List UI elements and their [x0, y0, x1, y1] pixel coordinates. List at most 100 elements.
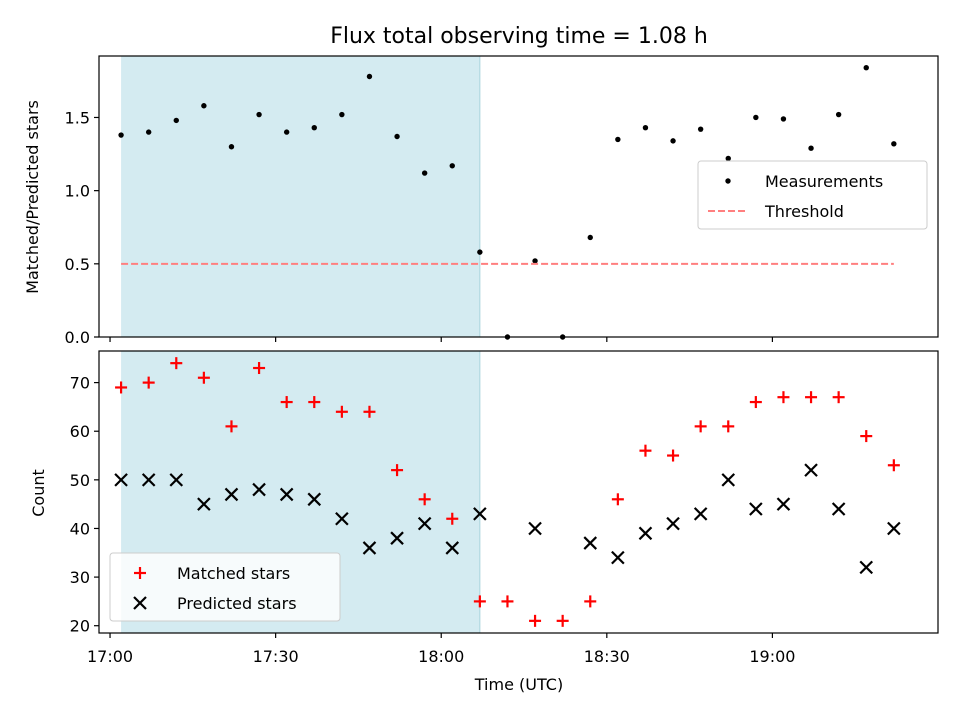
predicted-stars-point: [693, 507, 708, 521]
top-y-tick-label: 0.0: [65, 328, 90, 347]
chart-title: Flux total observing time = 1.08 h: [330, 24, 708, 49]
measurement-point: [421, 170, 428, 176]
bottom-panel-counts: 20 30 40 50 60 70 17:00 17:30 18:00 18:30 19:00 Co…: [29, 350, 939, 694]
x-tick-label: 17:00: [87, 647, 133, 666]
matched-stars-point: [722, 420, 735, 433]
legend-marker-measurements: [725, 178, 731, 184]
matched-stars-point: [197, 371, 210, 384]
measurement-point: [256, 111, 262, 118]
matched-stars-point: [777, 391, 790, 404]
measurement-point: [587, 234, 593, 241]
matched-stars-point: [253, 362, 266, 375]
matched-stars-point: [446, 512, 459, 525]
x-tick-label: 18:00: [418, 647, 464, 666]
matched-stars-point: [501, 595, 514, 608]
matched-stars-point: [142, 376, 155, 389]
x-tick-label: 19:00: [749, 647, 795, 666]
predicted-stars-point: [666, 516, 680, 531]
measurement-point: [753, 114, 759, 121]
predicted-stars-point: [831, 502, 846, 516]
matched-stars-point: [418, 493, 431, 506]
legend-label-matched-stars: Matched stars: [177, 564, 290, 583]
predicted-stars-point: [887, 521, 901, 536]
measurement-point: [863, 65, 869, 71]
matched-stars-point: [584, 595, 597, 608]
predicted-stars-point: [252, 482, 266, 497]
measurement-point: [477, 249, 483, 255]
matched-stars-point: [225, 420, 238, 433]
measurement-point: [891, 141, 897, 147]
matched-stars-point: [308, 396, 321, 409]
predicted-stars-point: [721, 473, 736, 487]
measurement-point: [697, 126, 704, 132]
matched-stars-point: [667, 449, 680, 462]
bottom-y-tick-label: 20: [70, 617, 90, 636]
predicted-stars-point: [804, 463, 818, 477]
bottom-axes-frame: [98, 350, 939, 634]
predicted-stars-point: [859, 560, 874, 575]
predicted-stars-point: [169, 473, 184, 487]
legend-marker-predicted-stars: [133, 596, 147, 610]
top-y-tick-label: 0.5: [65, 255, 90, 274]
matched-stars-point: [115, 381, 128, 394]
measurement-point: [201, 103, 207, 109]
matched-stars-point: [363, 405, 376, 418]
legend-marker-matched-stars: [134, 567, 146, 579]
legend-label-measurements: Measurements: [765, 172, 883, 191]
predicted-stars-point: [362, 541, 377, 555]
predicted-stars-point: [224, 487, 239, 502]
measurement-point: [449, 163, 455, 169]
measurement-point: [228, 144, 235, 150]
predicted-stars-point: [279, 487, 294, 502]
predicted-stars-point: [417, 516, 432, 531]
top-y-tick-label: 1.0: [65, 182, 90, 201]
predicted-stars-point: [307, 492, 322, 507]
predicted-stars-point: [583, 536, 598, 550]
bottom-y-tick-label: 60: [70, 422, 90, 441]
measurement-point: [173, 117, 179, 124]
predicted-stars-point: [445, 541, 460, 555]
predicted-stars-point: [141, 473, 156, 487]
predicted-stars-point: [390, 531, 404, 545]
measurement-point: [145, 129, 152, 135]
measurement-point: [780, 116, 787, 122]
x-tick-label: 17:30: [253, 647, 299, 666]
measurement-point: [118, 132, 124, 138]
measurement-point: [339, 111, 345, 118]
bottom-y-tick-label: 30: [70, 568, 90, 587]
matched-stars-point: [832, 391, 845, 404]
x-axis-label: Time (UTC): [474, 675, 563, 694]
measurement-point: [532, 258, 538, 264]
bottom-y-axis-label: Count: [29, 469, 48, 517]
predicted-stars-point: [335, 511, 349, 526]
measurement-point: [394, 133, 400, 140]
matched-stars-point: [391, 464, 404, 477]
matched-stars-point: [887, 459, 900, 472]
predicted-stars-point: [638, 526, 653, 541]
legend-label-threshold: Threshold: [764, 202, 844, 221]
predicted-stars-point: [473, 507, 487, 521]
matched-stars-point: [473, 595, 486, 608]
matched-stars-point: [529, 614, 542, 627]
measurement-point: [615, 136, 621, 143]
matched-stars-point: [611, 493, 624, 506]
top-y-axis-label: Matched/Predicted stars: [23, 100, 42, 294]
legend-label-predicted-stars: Predicted stars: [177, 594, 297, 613]
top-axes-frame: [98, 55, 939, 338]
matched-stars-point: [805, 391, 818, 404]
measurement-point: [725, 155, 731, 162]
matched-stars-point: [170, 357, 183, 370]
predicted-stars-point: [776, 497, 791, 511]
top-legend-box: [697, 160, 928, 230]
matched-stars-point: [335, 405, 348, 418]
measurement-point: [808, 145, 814, 151]
matched-stars-point: [639, 444, 652, 457]
measurement-point: [670, 138, 676, 144]
measurement-point: [311, 125, 317, 131]
bottom-legend-box: [109, 552, 341, 622]
predicted-stars-point: [749, 502, 763, 516]
matched-stars-point: [860, 430, 873, 443]
top-legend: Measurements Threshold: [697, 160, 928, 230]
bottom-y-tick-label: 50: [70, 471, 90, 490]
